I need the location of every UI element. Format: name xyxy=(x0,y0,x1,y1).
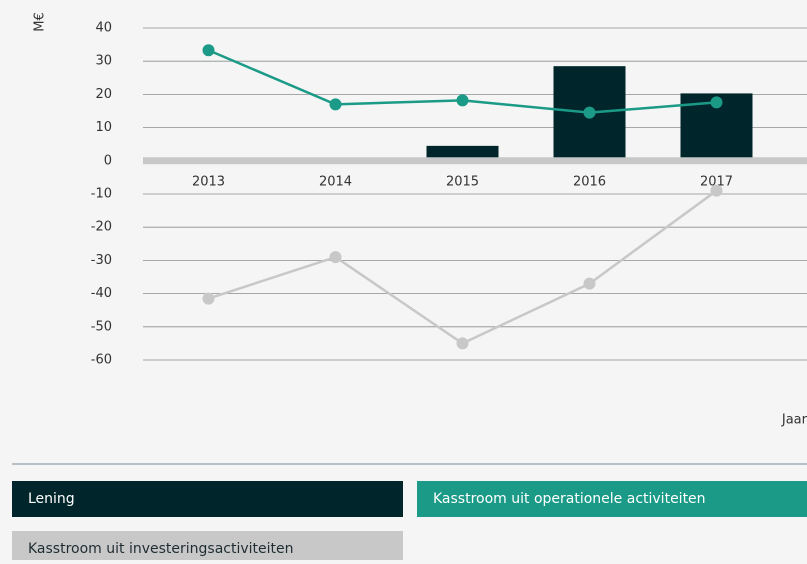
line xyxy=(208,189,718,345)
legend-swatch xyxy=(417,481,807,517)
x-tick-label: 2016 xyxy=(573,174,606,189)
legend-label: Kasstroom uit investeringsactiviteiten xyxy=(28,541,294,557)
y-tick-label: -60 xyxy=(91,353,112,368)
y-tick-label: 0 xyxy=(104,153,112,168)
legend: Lening Kasstroom uit operationele activit… xyxy=(12,481,807,564)
point xyxy=(710,184,723,197)
y-tick-label: 20 xyxy=(95,87,112,102)
point xyxy=(710,96,723,109)
y-tick-label: -40 xyxy=(91,286,112,301)
point xyxy=(202,44,215,57)
y-tick-label: -50 xyxy=(91,319,112,334)
point xyxy=(583,106,596,119)
point xyxy=(456,94,469,107)
y-tick-label: -20 xyxy=(91,220,112,235)
legend-swatch xyxy=(12,481,403,517)
legend-swatch xyxy=(12,531,403,564)
legend-label: Lening xyxy=(28,491,75,507)
y-tick-label: 40 xyxy=(95,21,112,36)
y-tick-label: -10 xyxy=(91,187,112,202)
x-axis-label: Jaar xyxy=(781,413,807,428)
point xyxy=(583,277,596,290)
point xyxy=(329,251,342,264)
point xyxy=(329,98,342,111)
x-tick-label: 2013 xyxy=(192,174,225,189)
y-tick-label: 10 xyxy=(95,120,112,135)
y-axis-label: M€ xyxy=(33,12,48,32)
y-tick-label: -30 xyxy=(91,253,112,268)
point xyxy=(456,337,469,350)
x-tick-label: 2015 xyxy=(446,174,479,189)
legend-label: Kasstroom uit operationele activiteiten xyxy=(433,491,706,507)
bar xyxy=(426,145,499,158)
point xyxy=(202,292,215,305)
x-tick-label: 2014 xyxy=(319,174,352,189)
x-tick-label: 2017 xyxy=(700,174,733,189)
y-tick-label: 30 xyxy=(95,54,112,69)
